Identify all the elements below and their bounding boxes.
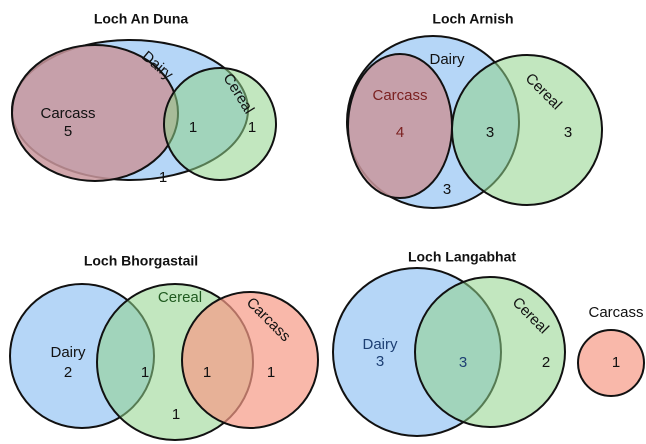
set-label: Dairy [362, 336, 398, 353]
region-count: 1 [159, 169, 167, 186]
panel-title: Loch Arnish [432, 11, 513, 27]
region-count: 1 [267, 364, 275, 381]
set-label: Cereal [158, 289, 202, 306]
panel-title: Loch An Duna [94, 11, 189, 27]
region-count: 1 [612, 354, 620, 371]
panel-title: Loch Langabhat [408, 249, 516, 265]
panel: Loch An Duna Dairy Cereal Carcass 5 1 1 … [11, 11, 277, 186]
region-count: 3 [443, 181, 451, 198]
region-count: 2 [64, 364, 72, 381]
region-count: 1 [189, 119, 197, 136]
panel-title: Loch Bhorgastail [84, 253, 198, 269]
region-count: 1 [172, 406, 180, 423]
region-count: 3 [486, 124, 494, 141]
panel: Loch Bhorgastail Cereal Dairy Carcass 2 … [9, 253, 319, 441]
region-count: 5 [64, 123, 72, 140]
region-count: 1 [248, 119, 256, 136]
panel: Loch Langabhat Dairy Cereal Carcass 3 3 … [332, 249, 645, 437]
region-count: 4 [396, 124, 404, 141]
set-label: Dairy [50, 344, 86, 361]
carcass-set [181, 291, 319, 429]
set-label: Carcass [372, 87, 427, 104]
region-count: 3 [459, 354, 467, 371]
cereal-set [451, 54, 603, 206]
carcass-set [577, 329, 645, 397]
cereal-set [414, 276, 566, 428]
cereal-set [163, 67, 277, 181]
set-label: Carcass [588, 304, 643, 321]
set-label: Carcass [40, 105, 95, 122]
region-count: 1 [203, 364, 211, 381]
region-count: 3 [564, 124, 572, 141]
region-count: 1 [141, 364, 149, 381]
set-label: Dairy [429, 51, 465, 68]
region-count: 2 [542, 354, 550, 371]
panel: Loch Arnish Dairy Cereal Carcass 4 3 3 3 [346, 11, 603, 209]
region-count: 3 [376, 353, 384, 370]
